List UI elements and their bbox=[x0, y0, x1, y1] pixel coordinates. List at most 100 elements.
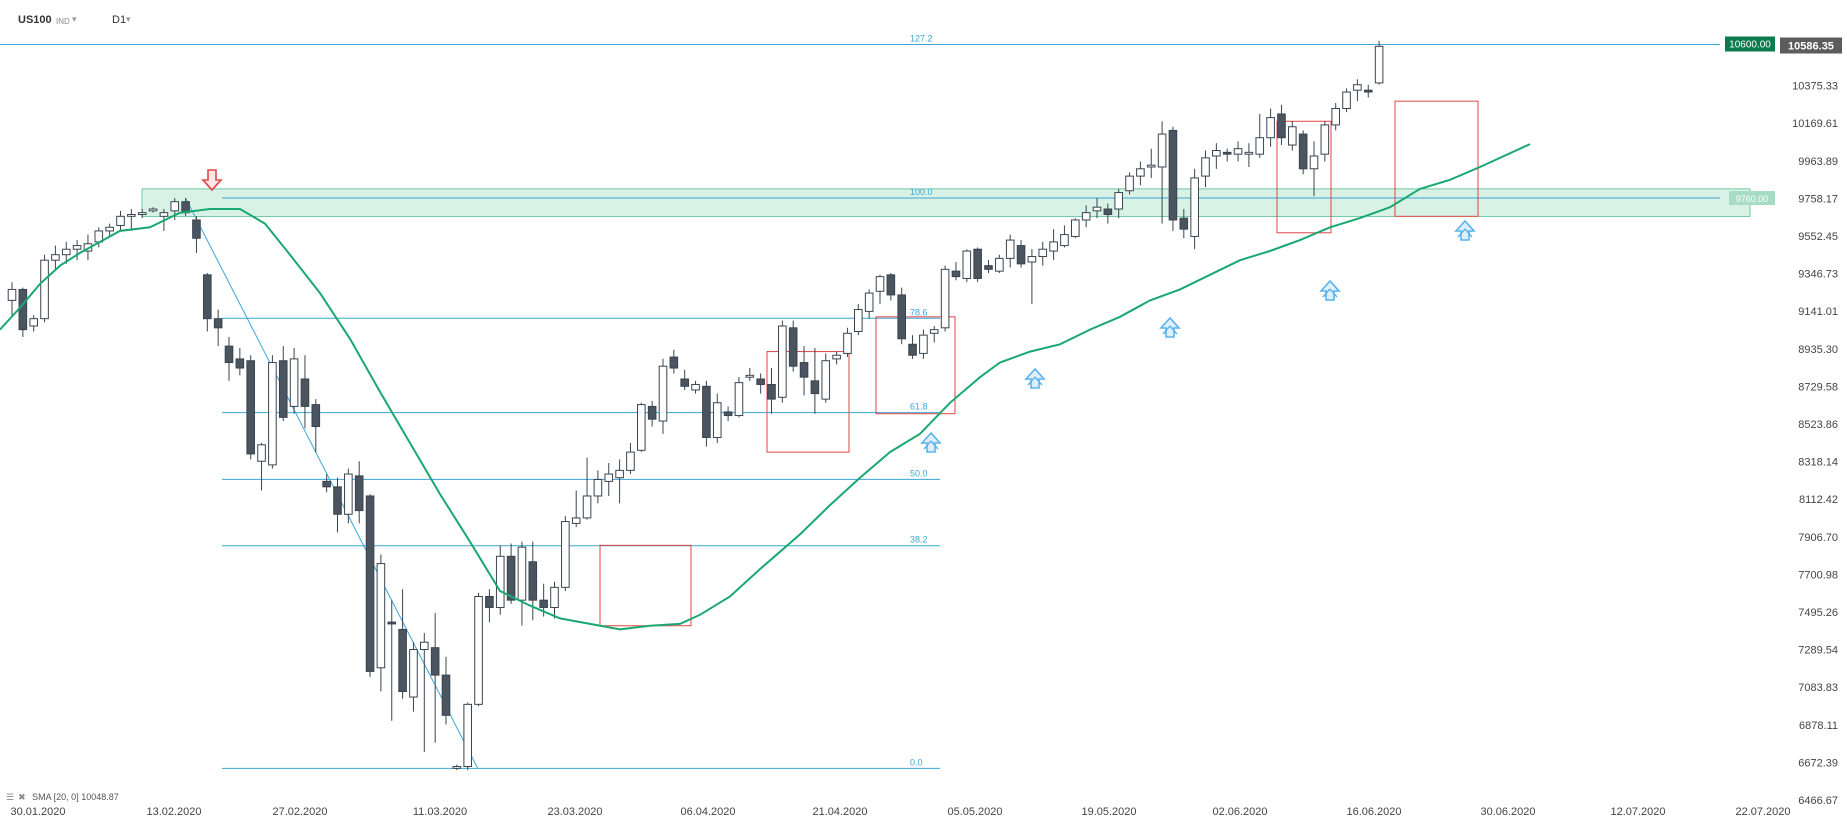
x-tick-label: 23.03.2020 bbox=[547, 806, 602, 818]
candle-bull bbox=[658, 365, 668, 422]
candle-bull bbox=[832, 354, 841, 360]
candle-bull bbox=[1027, 256, 1037, 263]
interval-dropdown-icon[interactable]: ▾ bbox=[126, 14, 131, 24]
last-price-text: 10586.35 bbox=[1788, 41, 1834, 53]
candle-bear bbox=[203, 274, 212, 320]
candle-bull bbox=[1255, 137, 1265, 155]
y-tick-label: 10169.61 bbox=[1792, 118, 1838, 130]
candle-bear bbox=[192, 219, 201, 239]
candle-bear bbox=[246, 360, 255, 455]
candle-bull bbox=[1288, 126, 1297, 146]
candle-bear bbox=[213, 318, 223, 329]
candle-bull bbox=[604, 473, 614, 482]
candle-bear bbox=[18, 288, 28, 331]
up-arrow-icon bbox=[1027, 376, 1043, 386]
candle-bear bbox=[528, 561, 538, 601]
candle-bull bbox=[550, 586, 559, 608]
y-tick-label: 9552.45 bbox=[1798, 231, 1838, 243]
candle-bear bbox=[365, 495, 375, 672]
x-tick-label: 05.05.2020 bbox=[947, 806, 1002, 818]
indicator-menu-icon[interactable]: ☰ bbox=[6, 792, 15, 802]
candle-bull bbox=[72, 245, 82, 250]
candle-bull bbox=[626, 451, 635, 471]
candle-bear bbox=[333, 486, 342, 515]
x-tick-label: 19.05.2020 bbox=[1081, 806, 1136, 818]
candle-bull bbox=[1374, 45, 1384, 84]
candle-bull bbox=[821, 360, 831, 400]
fib-level-label: 0.0 bbox=[910, 757, 923, 767]
up-arrow-icon bbox=[1024, 367, 1046, 389]
sma-legend: ☰ ✖ SMA [20, 0] 10048.87 bbox=[6, 792, 119, 803]
candle-bear bbox=[322, 480, 331, 488]
down-arrow-icon bbox=[201, 169, 223, 192]
candle-bear bbox=[441, 674, 451, 716]
candle-bull bbox=[409, 649, 418, 698]
candle-bull bbox=[919, 334, 928, 354]
symbol-label[interactable]: US100 bbox=[18, 14, 52, 26]
candle-bear bbox=[506, 555, 516, 601]
candle-bear bbox=[485, 596, 494, 608]
pattern-box bbox=[766, 351, 850, 453]
candle-bull bbox=[127, 213, 136, 217]
candle-bull bbox=[1060, 234, 1069, 247]
candle-bear bbox=[788, 327, 798, 367]
candle-bear bbox=[1363, 89, 1373, 93]
candle-bear bbox=[1222, 151, 1232, 155]
candle-bull bbox=[61, 248, 71, 256]
candle-bear bbox=[810, 380, 820, 395]
candle-bull bbox=[1071, 219, 1080, 237]
candle-bear bbox=[300, 378, 310, 407]
candle-bear bbox=[908, 343, 917, 356]
candle-bull bbox=[582, 495, 592, 519]
fib-level-label: 100.0 bbox=[910, 187, 933, 197]
candle-bull bbox=[148, 208, 158, 212]
symbol-dropdown-icon[interactable]: ▾ bbox=[72, 14, 77, 24]
candle-bull bbox=[929, 329, 939, 334]
candle-bear bbox=[1168, 129, 1178, 221]
candle-bear bbox=[1016, 245, 1026, 265]
up-arrow-icon bbox=[1454, 219, 1476, 241]
fib-level-label: 78.6 bbox=[910, 307, 928, 317]
support-price-badge bbox=[1729, 191, 1775, 206]
candle-bull bbox=[1081, 212, 1091, 221]
candle-bull bbox=[1212, 150, 1221, 157]
candle-bull bbox=[637, 404, 646, 451]
candle-bear bbox=[1298, 133, 1308, 170]
candle-bull bbox=[940, 268, 950, 329]
fib-level-label: 50.0 bbox=[910, 468, 928, 478]
candle-bull bbox=[734, 382, 744, 417]
candle-bear bbox=[723, 411, 733, 417]
candle-bull bbox=[1342, 91, 1351, 109]
candle-bear bbox=[984, 265, 993, 270]
candle-bull bbox=[1309, 155, 1319, 170]
y-tick-label: 6466.67 bbox=[1798, 795, 1838, 807]
candle-bull bbox=[1136, 168, 1145, 177]
close-icon[interactable]: ✖ bbox=[18, 792, 26, 802]
candle-bull bbox=[1244, 151, 1254, 155]
chart-header: US100 IND ▾ D1 ▾ bbox=[0, 0, 1847, 34]
candle-bull bbox=[289, 358, 299, 407]
candle-bear bbox=[897, 294, 907, 340]
candle-bull bbox=[7, 288, 17, 301]
candle-bull bbox=[29, 318, 38, 327]
interval-label[interactable]: D1 bbox=[112, 14, 127, 26]
candle-bull bbox=[463, 703, 472, 767]
candle-bull bbox=[268, 362, 277, 466]
candle-bull bbox=[474, 596, 483, 705]
candle-bull bbox=[561, 521, 570, 588]
candle-bull bbox=[593, 479, 603, 497]
candle-bull bbox=[495, 555, 505, 608]
candle-bull bbox=[51, 254, 60, 261]
candle-bull bbox=[344, 473, 353, 515]
candle-bull bbox=[1146, 164, 1156, 168]
y-tick-label: 9141.01 bbox=[1798, 306, 1838, 318]
candle-bull bbox=[571, 517, 581, 524]
y-tick-label: 9758.17 bbox=[1798, 193, 1838, 205]
candle-bull bbox=[1157, 133, 1167, 168]
candle-bull bbox=[1266, 117, 1275, 139]
x-tick-label: 06.04.2020 bbox=[680, 806, 735, 818]
sma-line bbox=[0, 143, 1531, 631]
instrument-type-label: IND bbox=[56, 17, 70, 26]
candle-bull bbox=[105, 226, 114, 232]
